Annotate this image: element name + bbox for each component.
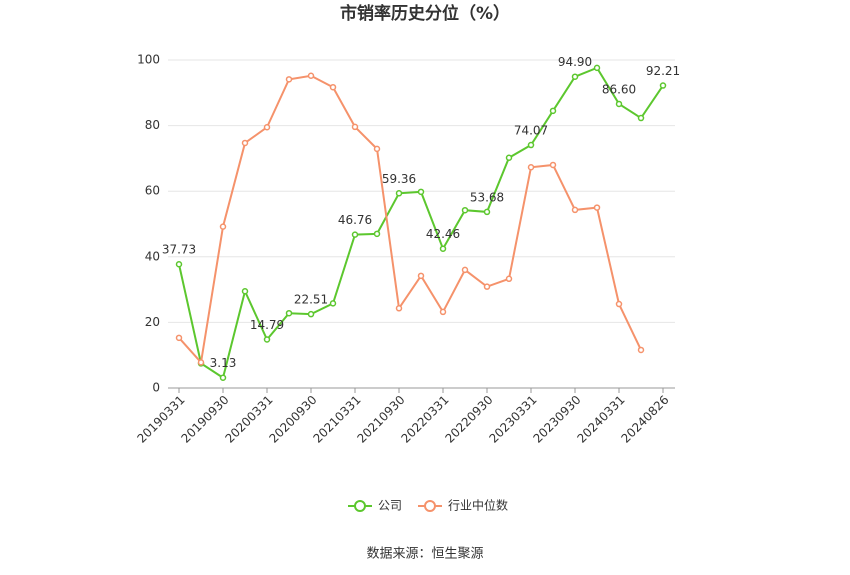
point xyxy=(395,305,403,312)
point xyxy=(417,272,425,280)
y-tick-label: 20 xyxy=(145,315,160,329)
data-label: 59.36 xyxy=(382,172,416,186)
point xyxy=(615,100,623,108)
point xyxy=(417,188,425,196)
point xyxy=(615,300,623,308)
point xyxy=(395,190,403,197)
data-label: 53.68 xyxy=(470,190,504,204)
data-label: 37.73 xyxy=(162,243,196,257)
point xyxy=(571,206,579,214)
point xyxy=(549,161,557,169)
point xyxy=(329,83,337,91)
data-label: 42.46 xyxy=(426,227,460,241)
point xyxy=(637,346,645,354)
point xyxy=(659,82,667,89)
point xyxy=(461,206,469,214)
data-label: 86.60 xyxy=(602,82,636,96)
data-label: 3.13 xyxy=(210,356,237,370)
legend-marker xyxy=(424,500,436,512)
point xyxy=(593,204,601,211)
point xyxy=(263,123,271,131)
point xyxy=(373,230,381,238)
point xyxy=(329,300,337,307)
y-tick-label: 0 xyxy=(152,381,160,395)
point xyxy=(219,374,227,381)
legend-label: 行业中位数 xyxy=(448,498,508,513)
y-tick-label: 40 xyxy=(145,249,160,263)
point xyxy=(593,64,601,72)
point xyxy=(285,76,293,83)
chart-title: 市销率历史分位（%） xyxy=(340,3,510,24)
point xyxy=(483,208,491,216)
point xyxy=(351,123,359,131)
point xyxy=(219,223,227,230)
x-tick-label: 20240826 xyxy=(619,393,672,446)
point xyxy=(571,73,579,80)
legend-label: 公司 xyxy=(378,499,402,513)
y-tick-label: 80 xyxy=(145,118,160,132)
point xyxy=(241,287,249,295)
point xyxy=(637,114,645,122)
data-label: 74.07 xyxy=(514,124,548,138)
point xyxy=(439,308,447,316)
y-tick-label: 100 xyxy=(137,53,160,67)
data-label: 14.79 xyxy=(250,318,284,332)
y-tick-label: 60 xyxy=(145,184,160,198)
point xyxy=(175,334,183,342)
series-line xyxy=(178,74,642,365)
point xyxy=(505,154,513,161)
point xyxy=(197,359,205,366)
point xyxy=(461,266,469,274)
data-label: 46.76 xyxy=(338,213,372,227)
point xyxy=(373,145,381,153)
point xyxy=(241,139,249,147)
point xyxy=(549,107,557,115)
point xyxy=(351,231,359,238)
point xyxy=(263,336,271,343)
point xyxy=(483,283,491,290)
point xyxy=(505,275,513,283)
point xyxy=(285,309,293,317)
point xyxy=(439,245,447,252)
legend-marker xyxy=(354,500,366,512)
point xyxy=(307,72,315,79)
source-note: 数据来源：恒生聚源 xyxy=(366,547,483,562)
data-label: 94.90 xyxy=(558,55,592,69)
data-label: 22.51 xyxy=(294,293,328,307)
data-label: 92.21 xyxy=(646,64,680,78)
point xyxy=(175,260,183,268)
point xyxy=(307,310,315,318)
point xyxy=(527,141,535,149)
point xyxy=(527,164,535,171)
